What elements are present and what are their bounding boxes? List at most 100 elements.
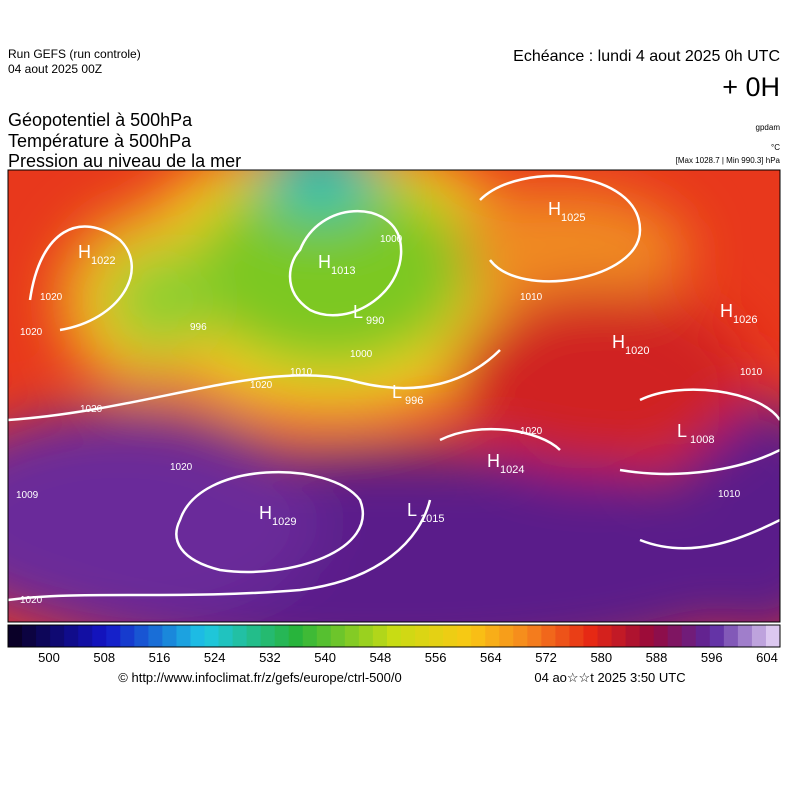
colorbar-swatch: [134, 625, 149, 647]
contour-label: 1010: [740, 367, 763, 378]
run-label: Run GEFS (run controle): [8, 47, 141, 61]
colorbar-swatch: [653, 625, 669, 647]
generated-time: 04 ao☆☆t 2025 3:50 UTC: [534, 670, 685, 685]
colorbar-swatch: [737, 625, 753, 647]
colorbar-swatch: [190, 625, 206, 647]
colorbar-swatch: [723, 625, 739, 647]
system-pressure: 1026: [733, 314, 757, 326]
colorbar-swatch: [625, 625, 641, 647]
colorbar-swatch: [302, 625, 318, 647]
colorbar-label: 556: [425, 650, 447, 665]
colorbar-swatch: [260, 625, 276, 647]
colorbar-label: 572: [535, 650, 557, 665]
colorbar-swatch: [555, 625, 570, 647]
isobars: [8, 174, 780, 602]
colorbar-swatch: [218, 625, 234, 647]
colorbar-swatch: [499, 625, 514, 647]
system-pressure: 1008: [690, 434, 714, 446]
contour-label: 1009: [16, 490, 39, 501]
valid-time: Echéance : lundi 4 aout 2025 0h UTC: [513, 48, 780, 65]
colorbar-swatch: [471, 625, 486, 647]
colorbar-swatch: [8, 625, 23, 647]
colorbar-label: 580: [590, 650, 612, 665]
colorbar-swatch: [639, 625, 655, 647]
system-letter: L: [407, 500, 417, 520]
colorbar-label: 508: [93, 650, 115, 665]
system-pressure: 1029: [272, 516, 296, 528]
colorbar-swatch: [372, 625, 388, 647]
contour-label: 1010: [290, 367, 313, 378]
lead-time: + 0H: [722, 72, 780, 102]
colorbar-swatch: [106, 625, 121, 647]
colorbar-swatch: [597, 625, 613, 647]
contour-label: 1020: [20, 327, 43, 338]
colorbar-label: 524: [204, 650, 226, 665]
colorbar-swatch: [681, 625, 697, 647]
colorbar-swatch: [148, 625, 163, 647]
colorbar-swatch: [358, 625, 374, 647]
colorbar-swatch: [709, 625, 725, 647]
contour-label: 996: [190, 322, 207, 333]
colorbar-label: 564: [480, 650, 502, 665]
contour-label: 1020: [20, 595, 43, 606]
colorbar-swatch: [401, 625, 416, 647]
colorbar-label: 604: [756, 650, 778, 665]
colorbar-swatch: [344, 625, 360, 647]
system-pressure: 1025: [561, 212, 585, 224]
colorbar-swatch: [765, 625, 781, 647]
contour-label: 1020: [520, 426, 543, 437]
field-title: Pression au niveau de la mer: [8, 151, 241, 171]
colorbar-swatch: [527, 625, 542, 647]
system-letter: H: [259, 503, 272, 523]
colorbar-swatch: [232, 625, 248, 647]
system-pressure: 1020: [625, 345, 649, 357]
system-pressure: 1024: [500, 464, 524, 476]
system-letter: H: [612, 332, 625, 352]
contour-label: 1000: [380, 234, 403, 245]
system-pressure: 996: [405, 395, 423, 407]
run-date: 04 aout 2025 00Z: [8, 62, 102, 76]
colorbar-swatch: [120, 625, 135, 647]
colorbar-label: 500: [38, 650, 60, 665]
contour-label: 1020: [170, 462, 193, 473]
colorbar-swatch: [386, 625, 402, 647]
system-letter: L: [353, 302, 363, 322]
colorbar-frame: [7, 624, 781, 648]
colorbar-swatch: [457, 625, 472, 647]
contour-label: 1020: [40, 292, 63, 303]
colorbar-swatch: [288, 625, 304, 647]
colorbar: 500 508 516 524 532 540 548 556 564 572 580 588 596 6…: [7, 624, 781, 665]
colorbar-swatch: [751, 625, 767, 647]
colorbar-swatch: [176, 625, 191, 647]
system-pressure: 990: [366, 315, 384, 327]
colorbar-label: 532: [259, 650, 281, 665]
source-url: © http://www.infoclimat.fr/z/gefs/europe…: [118, 670, 401, 685]
colorbar-label: 548: [370, 650, 392, 665]
colorbar-swatch: [22, 625, 37, 647]
map: [8, 170, 780, 622]
colorbar-label: 516: [149, 650, 171, 665]
colorbar-swatch: [541, 625, 556, 647]
colorbar-swatch: [415, 625, 430, 647]
colorbar-swatch: [204, 625, 220, 647]
colorbar-swatch: [50, 625, 65, 647]
system-pressure: 1015: [420, 513, 444, 525]
contour-label: 1010: [520, 292, 543, 303]
contour-label: 1000: [350, 349, 373, 360]
colorbar-swatch: [246, 625, 262, 647]
contour-label: 1020: [80, 404, 103, 415]
system-letter: H: [318, 252, 331, 272]
field-title: Température à 500hPa: [8, 131, 192, 151]
colorbar-swatch: [78, 625, 93, 647]
system-letter: L: [392, 382, 402, 402]
colorbar-swatch: [330, 625, 346, 647]
colorbar-swatch: [667, 625, 683, 647]
colorbar-swatch: [429, 625, 444, 647]
colorbar-swatch: [513, 625, 528, 647]
contour-label: 1020: [250, 380, 273, 391]
field-title: Géopotentiel à 500hPa: [8, 110, 193, 130]
colorbar-swatch: [485, 625, 500, 647]
system-letter: H: [487, 451, 500, 471]
unit-label: °C: [771, 143, 780, 152]
